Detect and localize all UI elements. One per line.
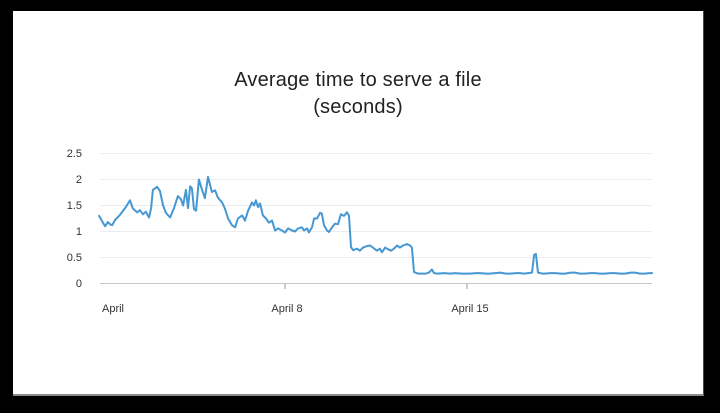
chart-title: Average time to serve a file: [234, 69, 482, 91]
y-axis-label: 1: [75, 225, 82, 238]
x-axis-label: April: [101, 303, 124, 315]
y-axis-label: 0.5: [66, 251, 82, 264]
y-axis-label: 0: [75, 277, 82, 290]
y-axis-label: 2: [75, 173, 82, 186]
x-axis-label: April 8: [271, 303, 303, 315]
y-axis-label: 2.5: [66, 147, 82, 160]
chart-title-block: Average time to serve a file (seconds): [13, 67, 703, 121]
series-line: [98, 175, 654, 275]
y-axis-label: 1.5: [66, 199, 82, 212]
x-axis-label: April 15: [451, 303, 489, 315]
chart-subtitle: (seconds): [313, 96, 403, 118]
